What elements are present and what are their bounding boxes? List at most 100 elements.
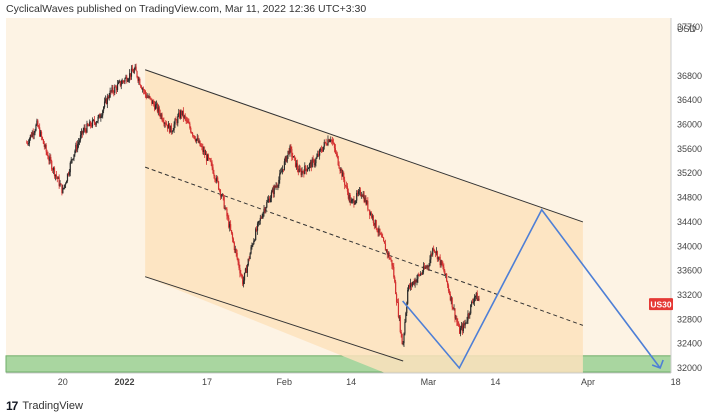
candle-body [181, 110, 184, 116]
tradingview-footer: 17 TradingView [6, 399, 83, 413]
candle-body [357, 192, 359, 194]
candle-body [344, 179, 346, 186]
candle-body [273, 186, 275, 195]
candle-body [148, 96, 150, 98]
projection-arrowhead [651, 359, 664, 370]
candle-body [41, 137, 44, 140]
candle-body [109, 90, 111, 97]
candle-body [167, 124, 169, 129]
candle-body [52, 169, 54, 171]
projection-line [402, 208, 661, 370]
candle-body [338, 165, 340, 169]
candle-body [390, 259, 392, 261]
candle-body [318, 153, 320, 156]
channel-fill [145, 69, 583, 373]
time-tick-label: 14 [490, 377, 500, 387]
candle-body [332, 142, 335, 144]
candle-body [184, 115, 186, 118]
candle-body [344, 185, 347, 186]
price-tick-label: 36400 [677, 95, 702, 105]
candle-body [177, 116, 179, 124]
candle-body [312, 159, 314, 161]
price-axis[interactable]: 32000 32400 32800 33200 33600 34000 34400 34800… [670, 18, 703, 373]
candle-body [216, 177, 218, 182]
candle-body [440, 260, 442, 266]
candle-body [415, 280, 417, 283]
candle-body [280, 171, 282, 174]
candle-body [101, 115, 103, 117]
candle-body [308, 163, 311, 168]
candle-body [230, 230, 233, 234]
time-axis[interactable]: 20202217Feb14Mar14Apr18May [6, 372, 720, 387]
candle-body [433, 248, 435, 251]
candle-body [106, 96, 108, 104]
candle-body [299, 168, 301, 171]
candle-body [253, 240, 255, 245]
candle-body [58, 177, 60, 186]
candle-body [314, 163, 316, 165]
candle-body [337, 156, 339, 166]
candle-body [251, 245, 253, 248]
candle-body [341, 169, 343, 177]
price-tick-label: 32000 [677, 363, 702, 373]
time-tick-label: 17 [202, 377, 212, 387]
candle-body [49, 157, 51, 161]
candle-body [35, 124, 37, 131]
candle-body [306, 168, 308, 172]
candle-body [345, 185, 348, 187]
candle-body [98, 114, 100, 117]
candle-body [407, 289, 409, 304]
candle-body [167, 123, 170, 129]
candle-body [396, 302, 399, 304]
candle-body [369, 209, 371, 215]
candle-body [371, 216, 374, 218]
candle-body [168, 123, 171, 133]
candle-body [463, 323, 465, 326]
price-tick-label: 35600 [677, 144, 702, 154]
candle-body [100, 116, 102, 119]
candle-body [276, 185, 278, 187]
candle-body [439, 256, 441, 266]
candle-body [183, 115, 185, 118]
candle-body [360, 194, 362, 196]
candle-body [128, 79, 130, 81]
candle-body [333, 143, 336, 149]
candle-body [56, 176, 58, 179]
candle-body [378, 228, 380, 233]
candle-body [78, 142, 80, 145]
price-tick-label: 34400 [677, 217, 702, 227]
candle-body [372, 216, 374, 224]
candle-body [129, 73, 132, 77]
candle-body [386, 249, 388, 255]
candle-body [477, 298, 479, 301]
candle-body [38, 126, 40, 128]
candle-body [393, 267, 395, 278]
candle-body [136, 71, 138, 78]
candle-body [170, 125, 172, 133]
candle-body [130, 68, 133, 77]
candle-body [367, 200, 369, 210]
candle-body [53, 167, 56, 177]
candle-body [227, 216, 229, 218]
candle-body [40, 131, 43, 138]
candle-body [302, 170, 304, 172]
candle-body [279, 173, 281, 180]
candle-body [275, 185, 277, 188]
candle-body [269, 198, 272, 202]
candle-body [293, 156, 295, 158]
candle-body [120, 83, 122, 86]
candle-body [320, 149, 323, 151]
candle-body [28, 138, 31, 144]
candle-body [448, 290, 451, 295]
candle-body [468, 313, 470, 316]
candle-body [188, 122, 190, 124]
candle-body [245, 268, 247, 273]
candle-body [116, 83, 119, 91]
candle-body [135, 66, 137, 72]
candle-body [334, 148, 336, 153]
candle-body [146, 96, 148, 98]
candle-body [394, 277, 396, 282]
candle-body [221, 194, 223, 196]
candle-body [147, 96, 149, 98]
